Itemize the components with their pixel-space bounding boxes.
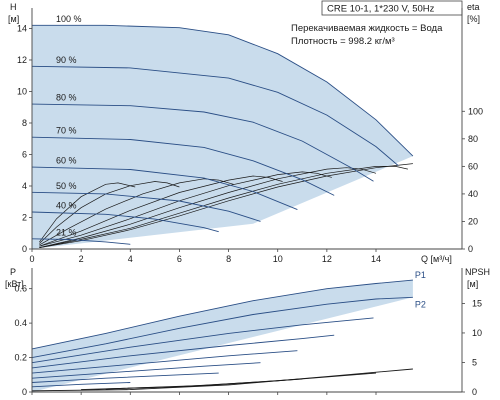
power-curve-4 [31,334,335,369]
power-curve-1 [31,279,413,350]
qh-x-tick-label: 10 [273,254,283,264]
speed-curve-label: 90 % [56,55,77,65]
density-label: Плотность = 998.2 кг/м³ [291,36,395,47]
eta-curve-8 [39,163,413,248]
speed-curve-70 [31,136,335,196]
eta-curve-1 [39,182,136,243]
qh-panel: 100 % 90 % 80 % 70 % 60 % 50 % 40 % 21 % 0 2 4 6 8 1… [8,2,483,264]
npsh-curves [31,368,413,392]
qh-y-left-label: H [10,2,17,12]
p-y-left-tick-label: 0 [22,387,27,397]
model-label: CRE 10-1, 1*230 V, 50Hz [327,4,435,15]
qh-speed-curves [31,24,414,245]
qh-y-left-tick-label: 14 [17,23,27,33]
p-y-left-unit: [кВт] [5,279,24,289]
npsh-curve-2 [81,372,377,391]
npsh-curve-3 [105,378,303,390]
liquid-label: Перекачиваемая жидкость = Вода [291,23,443,34]
qh-y-right-tick-label: 0 [468,244,473,254]
p-curves [31,279,413,388]
eta-curve-6 [39,167,377,248]
p-y-left-label: P [10,267,16,277]
speed-curve-label: 40 % [56,201,77,211]
p-y-right-unit: [м] [467,279,478,289]
qh-speed-labels: 100 % 90 % 80 % 70 % 60 % 50 % 40 % 21 % [56,14,82,238]
qh-x-tick-label: 12 [322,254,332,264]
qh-y-left-unit: [м] [8,14,19,24]
power-curve-5 [31,350,298,374]
speed-curve-label: 50 % [56,181,77,191]
qh-x-tick-label: 6 [177,254,182,264]
power-curve-6 [31,362,261,379]
speed-curve-label: 60 % [56,156,77,166]
power-npsh-panel: P1 P2 0 0.2 0.4 0.6 0 5 10 15 P [кВт] NPSH [м] [5,267,490,397]
qh-y-left-tick-label: 0 [22,244,27,254]
qh-envelope-area [32,25,413,249]
speed-curve-60 [31,166,298,211]
qh-x-tick-label: 0 [29,254,34,264]
speed-curve-label: 80 % [56,93,77,103]
header-info: CRE 10-1, 1*230 V, 50Hz Перекачиваемая ж… [291,0,463,47]
qh-y-right-tick-label: 80 [468,134,478,144]
speed-curve-100 [32,24,414,157]
p-y-right-tick-label: 10 [472,328,482,338]
qh-y-left-tick-label: 6 [22,149,27,159]
p-y-right-tick-label: 5 [472,357,477,367]
qh-eta-curves [39,163,413,248]
qh-x-tick-label: 2 [79,254,84,264]
p-y-left-tick-label: 0.6 [14,284,27,294]
qh-envelope-fill [32,25,413,249]
power-series-label-p2: P2 [415,299,426,309]
qh-y-left-tick-label: 10 [17,86,27,96]
p-y-left-tick-label: 0.4 [14,318,27,328]
qh-y-left-tick-label: 4 [22,181,27,191]
p-y-right-ticks: 0 5 10 15 [462,298,482,397]
speed-curve-90 [31,65,399,166]
qh-y-right-tick-label: 60 [468,161,478,171]
speed-curve-label: 21 % [56,227,77,237]
qh-y-right-tick-label: 40 [468,189,478,199]
p-y-right-tick-label: 0 [472,387,477,397]
p-envelope-fill [32,280,413,392]
qh-x-label: Q [м³/ч] [421,254,452,264]
p-y-right-tick-label: 15 [472,298,482,308]
qh-y-right-ticks: 0 20 40 60 80 100 [462,106,483,254]
p-y-left-ticks: 0 0.2 0.4 0.6 [14,284,32,397]
power-series-label-p1: P1 [415,270,426,280]
speed-curve-40 [31,211,219,233]
power-curve-7 [31,372,219,383]
speed-curve-80 [31,103,374,182]
npsh-curve-1 [31,368,413,392]
p-series-labels: P1 P2 [415,270,426,309]
qh-x-tick-label: 8 [226,254,231,264]
qh-y-left-tick-label: 2 [22,212,27,222]
eta-curve-2 [39,181,180,244]
power-curve-2 [31,296,413,359]
qh-y-left-tick-label: 12 [17,55,27,65]
speed-curve-50 [31,191,261,222]
p-envelope-area [32,280,413,392]
qh-x-ticks: 0 2 4 6 8 10 12 14 [29,249,381,264]
qh-y-right-tick-label: 20 [468,216,478,226]
p-y-right-label: NPSH [465,267,490,277]
speed-curve-label: 70 % [56,126,77,136]
qh-y-right-label: eta [467,2,480,12]
power-curve-8 [31,382,131,388]
qh-y-left-ticks: 0 2 4 6 8 10 12 14 [17,23,32,254]
p-y-left-tick-label: 0.2 [14,353,27,363]
speed-curve-label: 100 % [56,14,82,24]
eta-curve-3 [39,178,234,246]
qh-y-left-tick-label: 8 [22,118,27,128]
qh-x-tick-label: 14 [371,254,381,264]
speed-curve-21 [31,238,131,245]
qh-y-right-tick-label: 100 [468,106,483,116]
p-x-tickmarks [31,392,377,395]
qh-x-tick-label: 4 [128,254,133,264]
qh-y-right-unit: [%] [467,14,480,24]
power-curve-3 [31,317,374,364]
eta-curve-5 [39,171,332,247]
